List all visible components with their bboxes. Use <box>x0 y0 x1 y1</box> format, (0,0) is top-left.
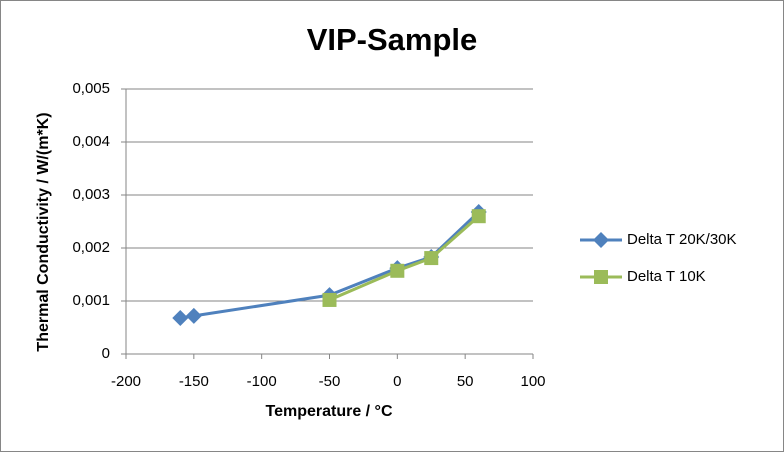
x-tick-label: 50 <box>457 373 474 390</box>
series-line <box>328 215 480 302</box>
x-tick-label: -50 <box>319 373 341 390</box>
x-tick-label: -150 <box>179 373 209 390</box>
y-tick-label: 0,004 <box>72 133 110 150</box>
x-tick-label: -200 <box>111 373 141 390</box>
legend-marker <box>594 270 608 284</box>
y-axis-title: Thermal Conductivity / W/(m*K) <box>35 112 52 351</box>
legend-marker <box>593 232 609 248</box>
y-tick-label: 0,003 <box>72 186 110 203</box>
y-tick-label: 0,005 <box>72 80 110 97</box>
y-tick-label: 0,001 <box>72 292 110 309</box>
y-tick-label: 0,002 <box>72 239 110 256</box>
data-point <box>185 307 202 324</box>
data-point <box>471 209 486 224</box>
x-tick-label: 0 <box>393 373 401 390</box>
x-tick-label: 100 <box>520 373 545 390</box>
legend-label: Delta T 10K <box>627 268 706 285</box>
data-point <box>390 263 405 278</box>
x-axis-title: Temperature / °C <box>265 403 392 420</box>
chart-title: VIP-Sample <box>307 22 478 57</box>
data-point <box>424 251 439 266</box>
data-point <box>322 292 337 307</box>
data-point <box>172 309 189 326</box>
x-tick-label: -100 <box>247 373 277 390</box>
y-tick-label: 0 <box>102 345 110 362</box>
legend-label: Delta T 20K/30K <box>627 231 737 248</box>
